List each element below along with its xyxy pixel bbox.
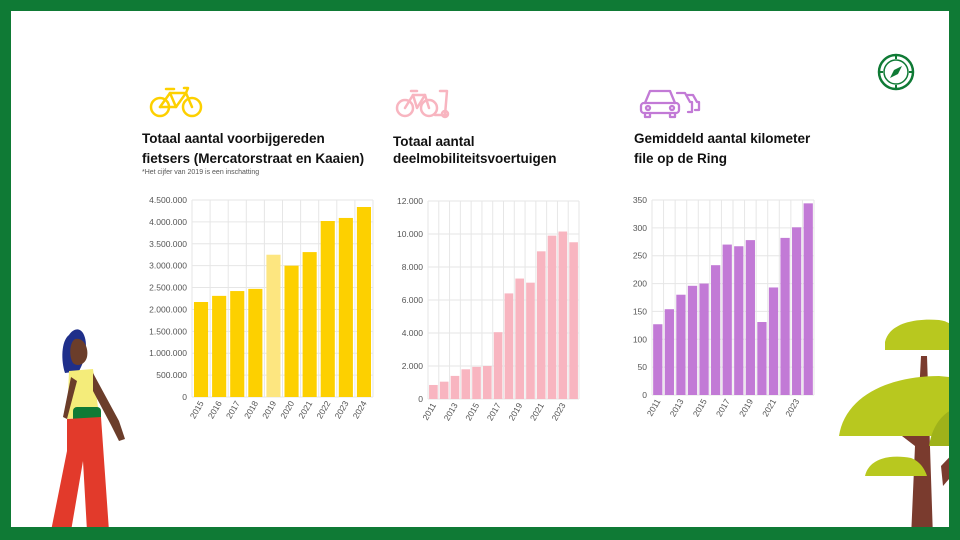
tree-illustration (839, 319, 949, 527)
bar (780, 237, 790, 395)
y-tick-label: 6.000 (402, 295, 424, 305)
bar (687, 285, 698, 395)
y-tick-label: 350 (633, 195, 647, 205)
bar (653, 324, 663, 395)
bar (803, 203, 813, 395)
bar (757, 322, 767, 395)
bar (734, 246, 744, 395)
bar (302, 252, 317, 397)
bar (676, 294, 686, 395)
y-tick-label: 50 (638, 362, 648, 372)
bar (526, 282, 535, 399)
bar (569, 242, 578, 399)
chart-file-ring: 0 50 100 150 200 250 300 350 2011 2013 2015 2017 201… (633, 195, 815, 419)
y-tick-label: 12.000 (397, 196, 423, 206)
y-tick-label: 2.500.000 (149, 283, 187, 293)
bar (722, 244, 732, 395)
y-tick-label: 8.000 (402, 262, 424, 272)
y-tick-label: 4.000 (402, 328, 424, 338)
bar (266, 254, 281, 397)
x-tick-label: 2017 (714, 397, 732, 419)
chart-1-note: *Het cijfer van 2019 is een inschatting (142, 169, 260, 176)
bar (493, 332, 503, 399)
chart-3-title-line-1: Gemiddeld aantal kilometer (634, 131, 811, 146)
bar (504, 293, 514, 399)
x-tick-label: 2011 (645, 397, 663, 418)
bar (356, 207, 372, 397)
x-tick-label: 2019 (737, 397, 755, 419)
bar (429, 384, 438, 399)
bar (745, 240, 755, 395)
chart-fietsers: 0 500.000 1.000.000 1.500.000 2.000.000 2.500… (149, 195, 374, 420)
bar (461, 369, 471, 399)
bar (472, 366, 481, 399)
y-tick-label: 200 (633, 279, 647, 289)
bar (193, 302, 209, 397)
y-tick-label: 100 (633, 334, 647, 344)
y-tick-label: 4.000.000 (149, 217, 187, 227)
y-tick-label: 10.000 (397, 229, 423, 239)
walking-person-illustration (51, 329, 125, 527)
bar (230, 291, 245, 397)
bar (320, 221, 335, 397)
chart-3-title-line-2: file op de Ring (634, 151, 727, 166)
y-tick-label: 4.500.000 (149, 195, 187, 205)
bar (515, 278, 524, 399)
x-tick-label: 2015 (691, 397, 709, 419)
chart-2-title-line-1: Totaal aantal (393, 134, 475, 149)
y-tick-label: 250 (633, 251, 647, 261)
bar (536, 251, 546, 399)
bar (558, 231, 568, 399)
bicycle-icon (149, 86, 203, 118)
bar (483, 366, 492, 399)
y-tick-label: 0 (418, 394, 423, 404)
x-tick-label: 2023 (783, 397, 801, 419)
y-tick-label: 0 (642, 390, 647, 400)
y-tick-label: 1.500.000 (149, 326, 187, 336)
bar (711, 265, 721, 395)
y-tick-label: 500.000 (156, 370, 187, 380)
y-tick-label: 150 (633, 306, 647, 316)
bar (284, 265, 299, 397)
bar (792, 227, 802, 395)
bar (768, 287, 779, 395)
traffic-jam-icon (639, 89, 701, 119)
chart-1-title-line-2: fietsers (Mercatorstraat en Kaaien) (142, 151, 365, 166)
y-tick-label: 2.000.000 (149, 304, 187, 314)
bar (439, 381, 449, 399)
x-tick-label: 2021 (760, 397, 778, 419)
y-tick-label: 3.000.000 (149, 261, 187, 271)
y-tick-label: 3.500.000 (149, 239, 187, 249)
bar (664, 309, 674, 395)
chart-1-title-line-1: Totaal aantal voorbijgereden (142, 131, 325, 146)
y-tick-label: 2.000 (402, 361, 424, 371)
chart-2-title-line-2: deelmobiliteitsvoertuigen (393, 151, 557, 166)
y-tick-label: 1.000.000 (149, 348, 187, 358)
bar (248, 288, 263, 397)
compass-icon (877, 53, 915, 91)
y-tick-label: 300 (633, 223, 647, 233)
x-tick-label: 2013 (668, 397, 686, 419)
shared-mobility-icon (395, 89, 450, 119)
bar (212, 295, 227, 397)
bar (699, 283, 709, 395)
y-tick-label: 0 (182, 392, 187, 402)
bar (450, 375, 460, 399)
bar (547, 235, 557, 399)
bar (338, 217, 353, 397)
